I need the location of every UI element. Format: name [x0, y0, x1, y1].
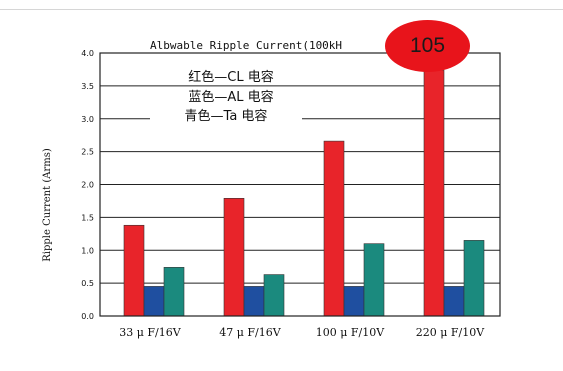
x-tick-label: 220 μ F/10V [416, 326, 485, 339]
bar-ta-2 [363, 243, 385, 317]
bar-cl-3 [423, 69, 445, 317]
y-axis-label: Ripple Current (Arms) [42, 148, 53, 262]
bar-al-3 [443, 286, 465, 317]
x-tick-label: 47 μ F/16V [219, 326, 281, 339]
bar-cl-0 [123, 224, 145, 317]
bar-al-0 [143, 286, 165, 317]
legend-entry: 青色—Ta 电容 [185, 108, 268, 124]
y-tick-label: 0.0 [81, 312, 94, 321]
plot-frame [99, 52, 501, 317]
y-tick-label: 0.5 [81, 279, 94, 288]
y-tick-labels: 0.0 0.5 1.0 1.5 2.0 2.5 3.0 3.5 4.0 [81, 49, 94, 321]
bar-ta-0 [163, 267, 185, 317]
x-tick-label: 100 μ F/10V [316, 326, 385, 339]
top-divider [0, 9, 563, 10]
y-tick-label: 1.5 [81, 213, 94, 222]
bar-ta-1 [263, 274, 285, 317]
y-tick-label: 2.0 [81, 181, 94, 190]
legend-entry: 红色—CL 电容 [188, 69, 273, 85]
bars [123, 69, 485, 317]
legend-label-backdrop [160, 69, 302, 82]
bar-cl-2 [323, 140, 345, 317]
number-badge: 105 [385, 20, 470, 72]
bar-ta-3 [463, 240, 485, 317]
legend-entry: 蓝色—AL 电容 [188, 89, 273, 105]
y-tick-label: 3.5 [81, 82, 94, 91]
legend-label-backdrop [150, 108, 302, 121]
bar-al-1 [243, 286, 265, 317]
y-tick-label: 2.5 [81, 148, 94, 157]
y-tick-label: 1.0 [81, 246, 94, 255]
bar-al-2 [343, 286, 365, 317]
bar-cl-1 [223, 198, 245, 317]
legend-label-backdrop [160, 89, 302, 102]
chart-title: Albwable Ripple Current(100kH [150, 39, 342, 52]
y-tick-label: 4.0 [81, 49, 94, 58]
badge-label: 105 [409, 34, 446, 57]
x-tick-label: 33 μ F/16V [119, 326, 181, 339]
x-tick-labels: 33 μ F/16V 47 μ F/16V 100 μ F/10V 220 μ F/1… [119, 326, 485, 339]
y-tick-label: 3.0 [81, 115, 94, 124]
